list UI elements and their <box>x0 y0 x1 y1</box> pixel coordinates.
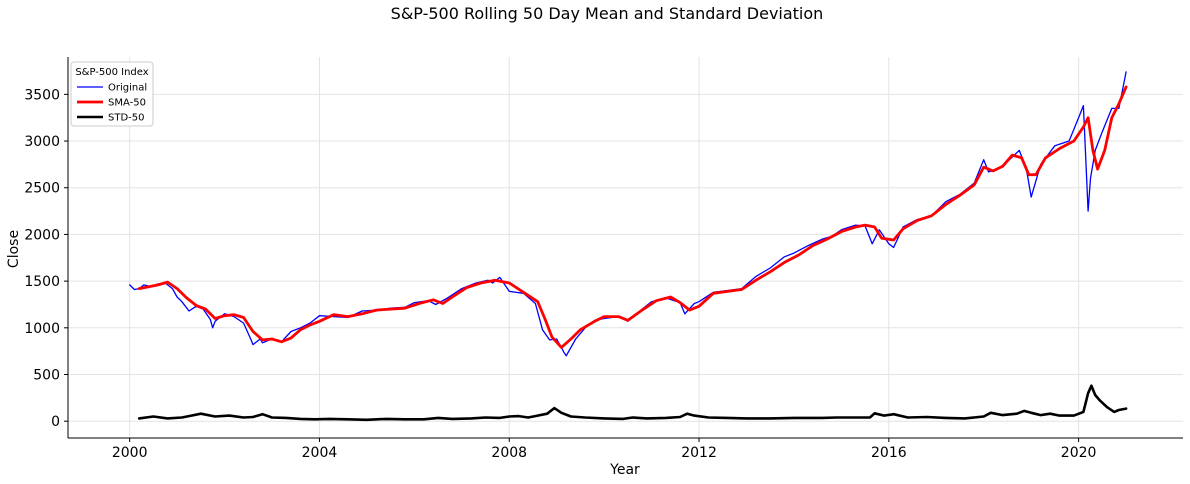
legend-label: Original <box>108 83 147 94</box>
series-line-sma-50 <box>137 85 1128 349</box>
y-tick-label: 2000 <box>24 227 60 243</box>
x-axis-label: Year <box>609 462 640 478</box>
y-ticks: 0 500 1000 1500 2000 2500 3000 3500 <box>24 87 68 430</box>
y-tick-label: 2500 <box>24 181 60 197</box>
legend-frame <box>70 61 154 127</box>
axes-layer <box>67 57 1183 439</box>
x-tick-label: 2012 <box>681 445 717 461</box>
grid-layer <box>68 57 1183 438</box>
y-tick-label: 3000 <box>24 134 60 150</box>
legend-title: S&P-500 Index <box>75 67 148 78</box>
series-line-original <box>129 71 1127 357</box>
legend-items: Original SMA-50 STD-50 <box>77 83 147 124</box>
chart-title: S&P-500 Rolling 50 Day Mean and Standard… <box>391 4 824 23</box>
y-tick-label: 1500 <box>24 274 60 290</box>
x-tick-label: 2016 <box>871 445 907 461</box>
y-axis-label: Close <box>6 230 22 268</box>
legend-label: STD-50 <box>108 113 145 124</box>
x-tick-label: 2008 <box>491 445 527 461</box>
x-ticks: 2000 2004 2008 2012 2016 2020 <box>112 438 1097 461</box>
y-tick-label: 0 <box>51 414 60 430</box>
y-tick-label: 3500 <box>24 87 60 103</box>
legend-label: SMA-50 <box>108 98 146 109</box>
y-tick-label: 500 <box>33 368 60 384</box>
y-tick-label: 1000 <box>24 321 60 337</box>
series-layer <box>129 71 1128 422</box>
series-line-std-50 <box>137 384 1128 422</box>
legend: S&P-500 Index Original SMA-50 STD-50 <box>70 61 154 127</box>
x-tick-label: 2004 <box>302 445 338 461</box>
x-tick-label: 2000 <box>112 445 148 461</box>
x-tick-label: 2020 <box>1061 445 1097 461</box>
